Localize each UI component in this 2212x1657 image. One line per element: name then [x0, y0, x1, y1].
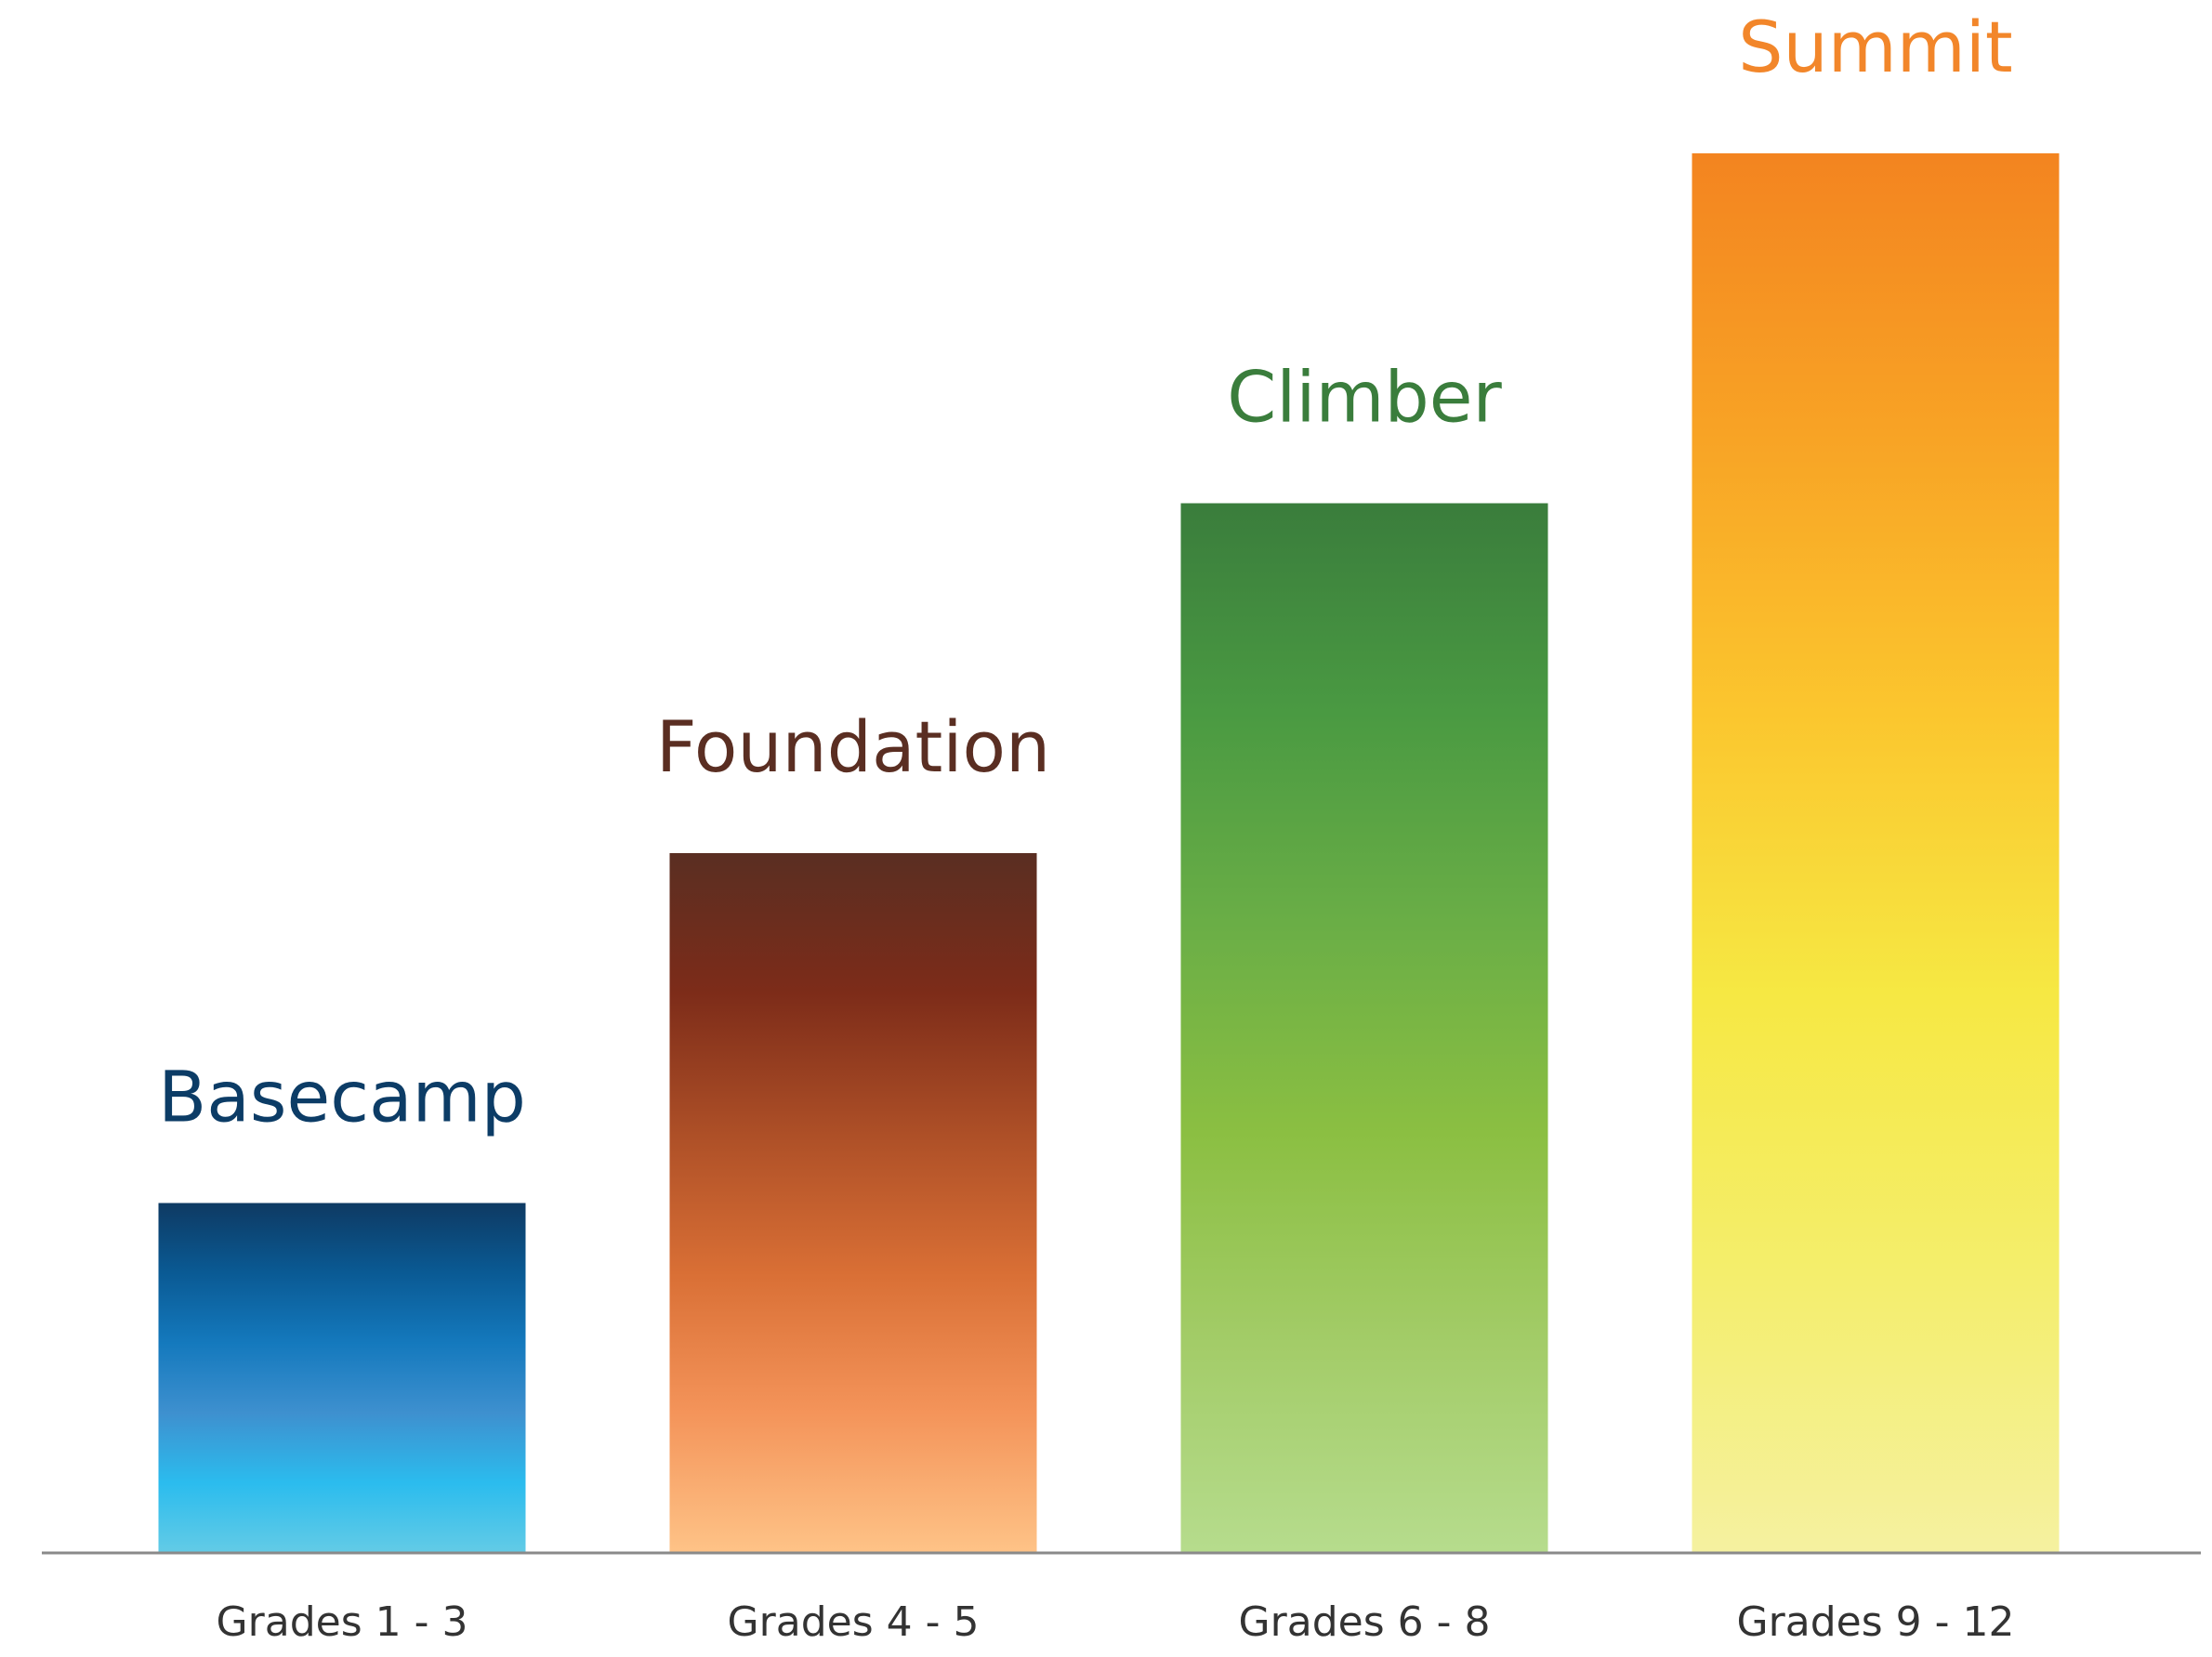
bar-summit: [1692, 153, 2060, 1553]
x-tick-label: Grades 1 - 3: [217, 1598, 468, 1646]
bar-label-climber: Climber: [1227, 356, 1502, 439]
x-tick-labels-group: Grades 1 - 3 Grades 4 - 5 Grades 6 - 8 Grad…: [217, 1598, 2015, 1646]
bar-label-foundation: Foundation: [656, 705, 1050, 788]
bar-foundation: [669, 853, 1037, 1553]
x-tick-label: Grades 4 - 5: [728, 1598, 980, 1646]
bar-label-summit: Summit: [1738, 6, 2012, 88]
bar-label-basecamp: Basecamp: [158, 1056, 526, 1138]
bars-group: [158, 153, 2060, 1553]
x-tick-label: Grades 6 - 8: [1239, 1598, 1491, 1646]
bar-climber: [1180, 503, 1548, 1553]
bar-labels-group: Basecamp Foundation Climber Summit: [158, 6, 2013, 1138]
x-tick-label: Grades 9 - 12: [1737, 1598, 2015, 1646]
bar-basecamp: [158, 1203, 526, 1553]
